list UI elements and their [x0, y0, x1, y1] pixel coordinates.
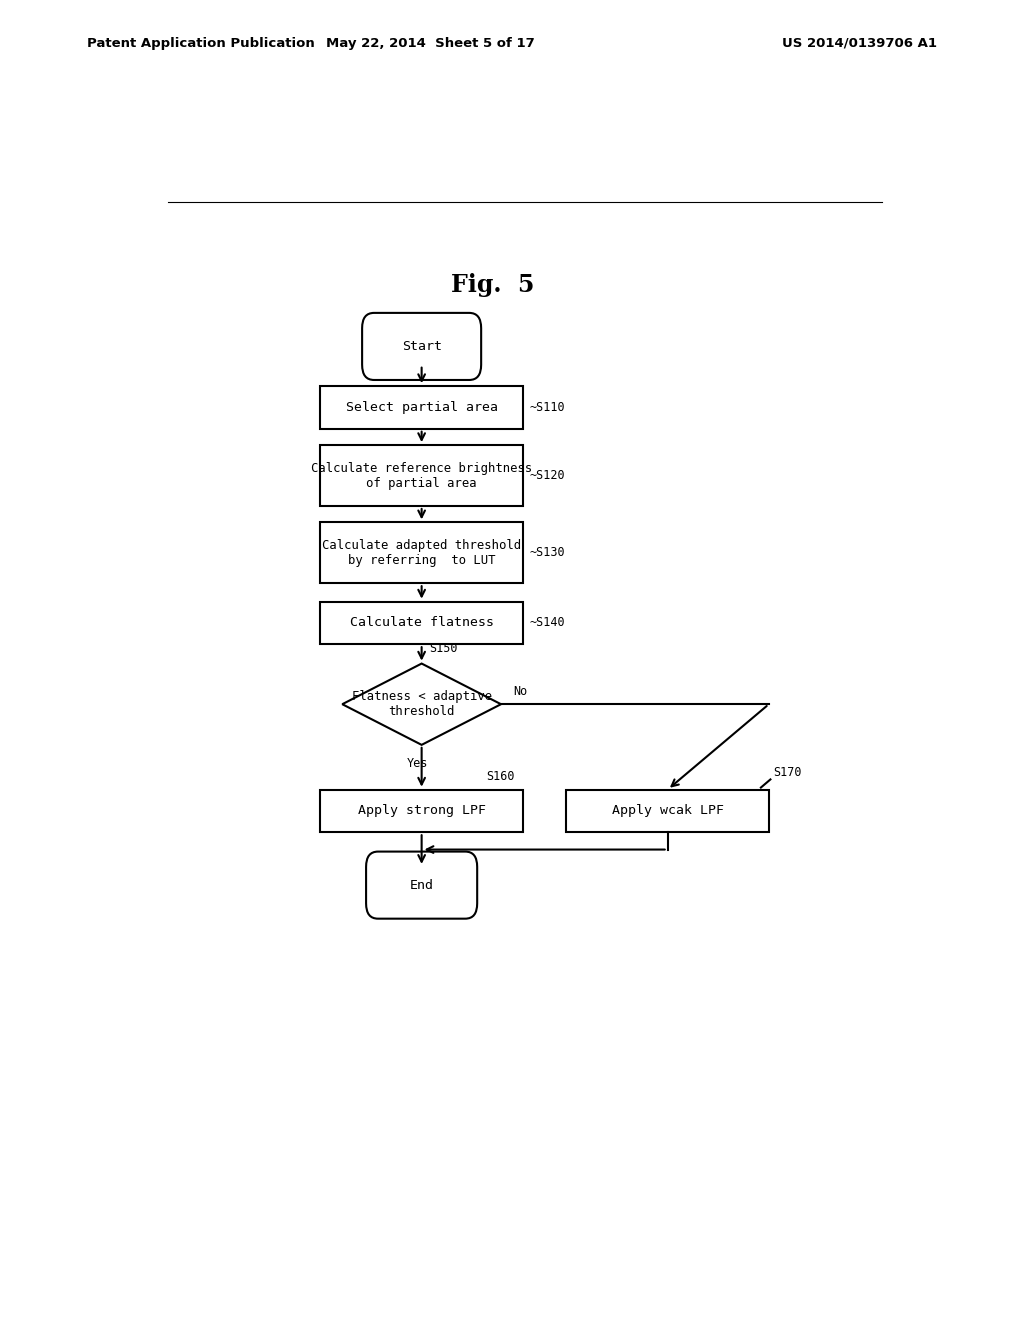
Text: Fig.  5: Fig. 5 — [452, 273, 535, 297]
Text: ~S140: ~S140 — [529, 616, 565, 630]
Text: Calculate reference brightness
of partial area: Calculate reference brightness of partia… — [311, 462, 532, 490]
Text: Apply wcak LPF: Apply wcak LPF — [611, 804, 724, 817]
Text: May 22, 2014  Sheet 5 of 17: May 22, 2014 Sheet 5 of 17 — [326, 37, 535, 50]
Polygon shape — [342, 664, 501, 744]
FancyBboxPatch shape — [566, 789, 769, 833]
FancyBboxPatch shape — [321, 385, 523, 429]
FancyBboxPatch shape — [321, 789, 523, 833]
Text: ~S120: ~S120 — [529, 469, 565, 482]
Text: S150: S150 — [430, 643, 458, 656]
Text: Apply strong LPF: Apply strong LPF — [357, 804, 485, 817]
Text: S170: S170 — [773, 767, 802, 779]
Text: S160: S160 — [486, 771, 515, 784]
Text: US 2014/0139706 A1: US 2014/0139706 A1 — [782, 37, 937, 50]
Text: ~S110: ~S110 — [529, 401, 565, 414]
FancyBboxPatch shape — [362, 313, 481, 380]
Text: Patent Application Publication: Patent Application Publication — [87, 37, 314, 50]
FancyBboxPatch shape — [321, 523, 523, 583]
Text: No: No — [513, 685, 527, 698]
Text: Calculate adapted threshold
by referring  to LUT: Calculate adapted threshold by referring… — [323, 539, 521, 566]
FancyBboxPatch shape — [367, 851, 477, 919]
Text: ~S130: ~S130 — [529, 546, 565, 560]
Text: End: End — [410, 879, 433, 891]
Text: Yes: Yes — [407, 758, 428, 770]
FancyBboxPatch shape — [321, 602, 523, 644]
Text: Flatness < adaptive
threshold: Flatness < adaptive threshold — [351, 690, 492, 718]
Text: Select partial area: Select partial area — [346, 401, 498, 414]
Text: Calculate flatness: Calculate flatness — [349, 616, 494, 630]
FancyBboxPatch shape — [321, 445, 523, 506]
Text: Start: Start — [401, 341, 441, 352]
